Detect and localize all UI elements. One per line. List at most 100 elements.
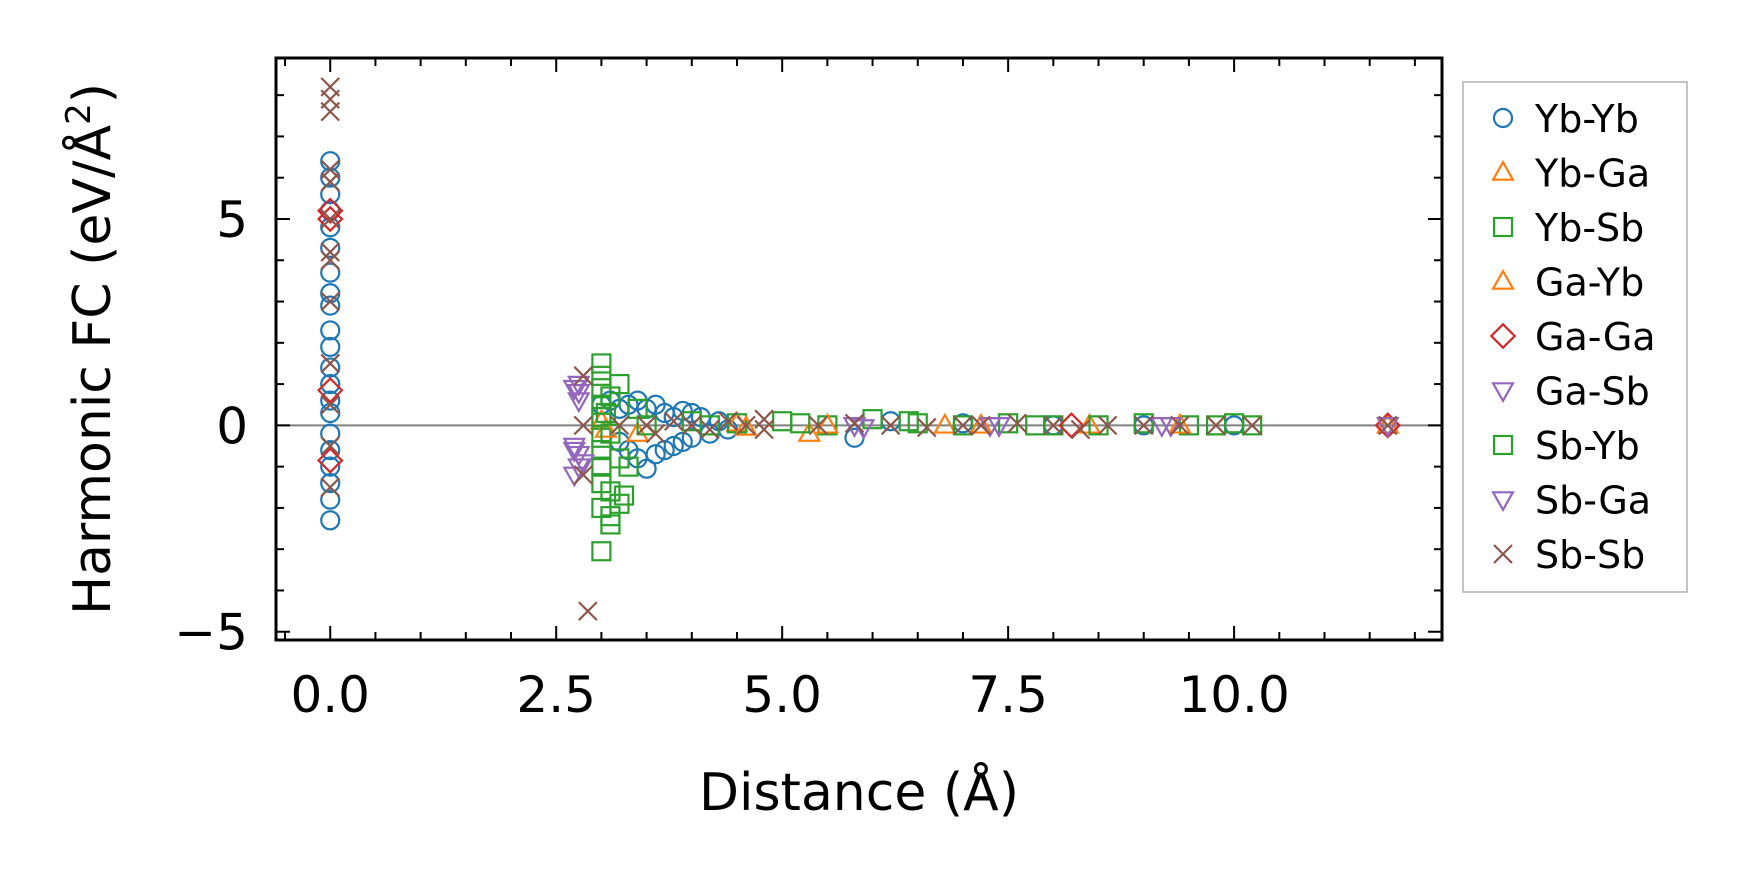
point-ga-sb xyxy=(562,466,587,488)
point-yb-yb xyxy=(320,184,341,205)
point-sb-sb xyxy=(917,417,937,438)
point-sb-sb xyxy=(320,101,341,122)
point-yb-yb xyxy=(320,473,341,494)
point-ga-sb xyxy=(1375,417,1400,438)
legend-label-yb-yb: Yb-Yb xyxy=(1534,97,1639,141)
point-sb-sb xyxy=(1377,415,1398,436)
point-sb-sb xyxy=(320,242,341,262)
point-sb-sb xyxy=(320,209,341,229)
point-sb-sb xyxy=(663,411,684,432)
point-yb-sb xyxy=(618,456,639,477)
point-sb-yb xyxy=(595,402,617,424)
point-yb-yb xyxy=(320,151,341,172)
legend: Yb-Yb Yb-Ga Yb-Sb Ga-Yb Ga-Ga Ga-Sb Sb-Yb Sb-Ga… xyxy=(1462,81,1688,593)
point-sb-sb xyxy=(1206,415,1226,436)
point-sb-sb xyxy=(1133,415,1154,436)
point-yb-yb xyxy=(320,440,341,461)
y-axis-label: Harmonic FC (eV/Å2) xyxy=(59,83,123,615)
plot-area xyxy=(274,56,1444,642)
point-sb-yb xyxy=(898,411,919,432)
point-yb-yb xyxy=(320,456,341,477)
point-sb-yb xyxy=(600,423,621,444)
point-yb-yb xyxy=(320,262,341,283)
point-sb-sb xyxy=(880,415,901,436)
x-tick-labels: 0.0 2.5 5.0 7.5 10.0 xyxy=(290,666,1289,724)
point-ga-yb xyxy=(1168,412,1192,434)
point-sb-sb xyxy=(320,291,341,312)
point-yb-sb xyxy=(591,365,612,386)
point-sb-ga xyxy=(562,441,587,463)
point-yb-yb xyxy=(320,336,341,358)
point-ga-ga xyxy=(316,447,344,474)
point-sb-yb xyxy=(790,413,811,434)
x-tick-label: 2.5 xyxy=(516,666,596,724)
y-axis-label-sup: 2 xyxy=(59,103,99,125)
point-sb-sb xyxy=(1043,415,1064,436)
plot-frame xyxy=(274,56,1444,642)
point-yb-yb xyxy=(320,237,341,258)
point-yb-sb xyxy=(591,456,612,477)
point-sb-yb xyxy=(1205,415,1227,436)
point-yb-ga xyxy=(933,412,957,434)
point-yb-sb xyxy=(772,411,793,432)
data-points xyxy=(316,77,1402,621)
point-sb-sb xyxy=(754,419,774,440)
point-sb-sb xyxy=(320,172,341,192)
point-yb-yb xyxy=(320,489,341,510)
x-tick-label: 0.0 xyxy=(290,666,370,724)
point-ga-ga xyxy=(316,377,344,404)
legend-marker-ga-ga xyxy=(1489,322,1517,350)
point-yb-yb xyxy=(645,444,666,465)
legend-marker-sb-sb xyxy=(1493,544,1513,564)
point-yb-sb xyxy=(591,440,612,461)
point-ga-yb xyxy=(815,412,840,434)
point-sb-sb xyxy=(645,423,666,444)
point-yb-ga xyxy=(1375,412,1400,434)
point-sb-sb xyxy=(808,415,829,436)
axis-ticks xyxy=(276,58,1442,640)
point-ga-yb xyxy=(969,412,993,434)
series-sb-yb xyxy=(595,402,1227,444)
y-tick-label: 0 xyxy=(216,397,248,455)
point-sb-sb xyxy=(320,436,341,456)
point-sb-sb xyxy=(573,415,594,436)
point-yb-sb xyxy=(636,415,657,436)
point-sb-sb xyxy=(320,353,341,374)
point-sb-sb xyxy=(1007,413,1027,434)
point-yb-yb xyxy=(880,411,901,432)
legend-label-sb-sb: Sb-Sb xyxy=(1535,533,1645,577)
legend-marker-ga-yb xyxy=(1491,268,1515,290)
point-ga-sb xyxy=(571,454,596,476)
point-sb-sb xyxy=(700,419,720,440)
point-sb-sb xyxy=(1170,415,1190,436)
legend-label-sb-ga: Sb-Ga xyxy=(1535,479,1651,523)
point-yb-sb xyxy=(1242,415,1263,436)
point-yb-sb xyxy=(952,415,974,436)
point-sb-ga xyxy=(987,417,1011,438)
y-axis-label-main: Harmonic FC (eV/Å xyxy=(61,124,123,615)
y-axis-label-close: ) xyxy=(63,83,123,103)
point-sb-sb xyxy=(573,366,594,386)
point-ga-ga xyxy=(316,205,344,233)
series-sb-sb xyxy=(320,77,1398,621)
series-yb-sb xyxy=(591,353,1263,562)
legend-label-yb-sb: Yb-Sb xyxy=(1534,206,1644,250)
point-yb-yb xyxy=(320,320,341,341)
point-yb-yb xyxy=(320,373,341,395)
legend-marker-yb-ga xyxy=(1491,159,1515,181)
point-sb-yb xyxy=(699,415,720,436)
point-sb-sb xyxy=(1070,419,1091,440)
point-yb-yb xyxy=(663,435,684,457)
point-yb-yb xyxy=(320,357,341,378)
point-sb-sb xyxy=(953,415,973,436)
point-yb-yb xyxy=(320,423,341,444)
legend-marker-sb-ga xyxy=(1491,491,1515,513)
y-tick-label: −5 xyxy=(174,604,248,662)
series-yb-yb xyxy=(320,151,1245,531)
x-tick-label: 7.5 xyxy=(968,666,1048,724)
point-yb-ga xyxy=(625,421,650,442)
point-sb-sb xyxy=(682,415,702,436)
point-ga-yb xyxy=(734,414,758,436)
point-sb-sb xyxy=(1242,415,1262,436)
point-sb-ga xyxy=(851,419,876,441)
